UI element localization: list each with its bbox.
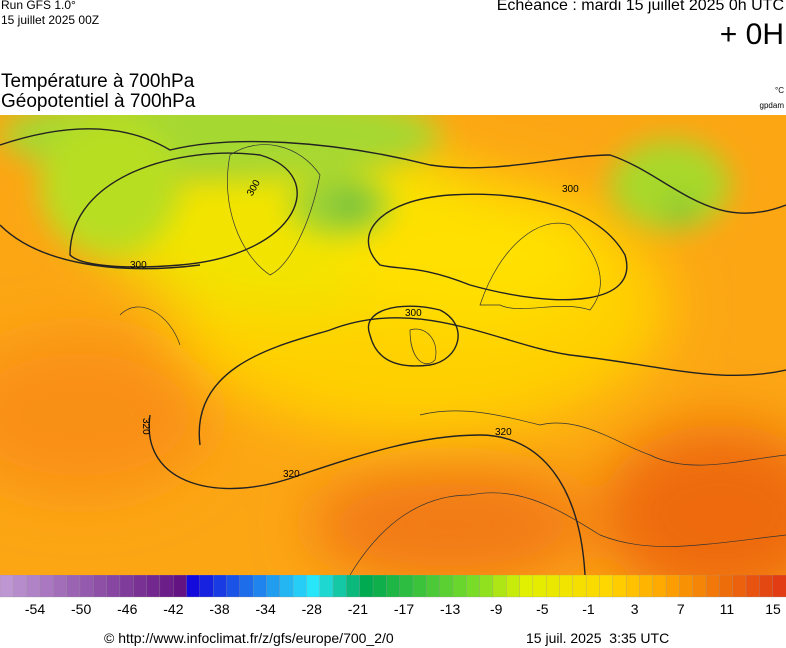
colorbar-swatch	[665, 575, 681, 598]
colorbar-swatch	[546, 575, 561, 598]
colorbar-swatch	[466, 575, 481, 598]
colorbar-swatch	[306, 575, 321, 598]
colorbar-swatch	[159, 575, 174, 598]
colorbar-swatch	[745, 575, 761, 598]
colorbar-label: -5	[536, 601, 549, 617]
colorbar-swatch	[426, 575, 441, 598]
colorbar-swatch	[93, 575, 108, 598]
colorbar-swatch	[452, 575, 467, 598]
colorbar-swatch	[506, 575, 521, 598]
colorbar-label: -46	[117, 601, 137, 617]
contour-label: 300	[405, 308, 422, 319]
colorbar-label: 11	[720, 601, 735, 617]
colorbar-swatch	[572, 575, 587, 598]
contour-label: 320	[140, 418, 151, 435]
temperature-field	[0, 135, 786, 575]
colorbar-label: -9	[490, 601, 503, 617]
colorbar-swatch	[13, 575, 28, 598]
lead-time: + 0H	[719, 18, 784, 51]
contour-label: 300	[130, 260, 147, 271]
colorbar-swatch	[186, 575, 201, 598]
colorbar-swatch	[213, 575, 228, 598]
colorbar-swatch	[719, 575, 734, 598]
colorbar-swatch	[386, 575, 401, 598]
colorbar-swatch	[439, 575, 454, 598]
colorbar-swatch	[279, 575, 294, 598]
colorbar-swatch	[612, 575, 627, 598]
colorbar-label: -17	[394, 601, 414, 617]
colorbar-swatch	[639, 575, 654, 598]
colorbar-swatch	[359, 575, 374, 598]
colorbar-swatch	[332, 575, 348, 598]
colorbar-label: -54	[25, 601, 45, 617]
colorbar-swatch	[346, 575, 361, 598]
colorbar-swatch	[559, 575, 574, 598]
contour-label: 320	[495, 427, 512, 438]
title-geopotential: Géopotentiel à 700hPa	[1, 91, 196, 112]
footer-generated: 15 juil. 2025 3:35 UTC	[526, 630, 670, 646]
run-label: Run GFS 1.0°	[1, 0, 76, 12]
colorbar: -54 -50 -46 -42 -38 -34 -28 -21 -17 -13 -9 -5 -1 3 7 11…	[0, 575, 786, 617]
contour-label: 320	[283, 469, 300, 480]
colorbar-label: 7	[677, 601, 685, 617]
colorbar-swatch	[705, 575, 721, 598]
colorbar-label: -13	[440, 601, 460, 617]
forecast-time: Echéance : mardi 15 juillet 2025 0h UTC	[496, 0, 784, 14]
colorbar-swatch	[173, 575, 188, 598]
colorbar-swatch	[266, 575, 281, 598]
footer-source: © http://www.infoclimat.fr/z/gfs/europe/…	[104, 630, 394, 646]
colorbar-swatch	[772, 575, 786, 598]
map: 300 300 300 300 320 320 320	[0, 115, 786, 575]
colorbar-swatch	[106, 575, 121, 598]
colorbar-swatch	[53, 575, 68, 598]
run-date: 15 juillet 2025 00Z	[1, 13, 100, 27]
colorbar-swatch	[26, 575, 41, 598]
unit-geopotential: gpdam	[759, 101, 784, 110]
colorbar-swatch	[399, 575, 414, 598]
colorbar-swatch	[39, 575, 54, 598]
colorbar-swatch	[412, 575, 427, 598]
colorbar-swatch	[0, 575, 14, 598]
colorbar-swatch	[252, 575, 268, 598]
colorbar-swatch	[146, 575, 161, 598]
colorbar-swatch	[319, 575, 334, 598]
colorbar-label: -28	[302, 601, 322, 617]
colorbar-label: -38	[209, 601, 229, 617]
colorbar-label: -34	[256, 601, 276, 617]
colorbar-swatch	[119, 575, 134, 598]
colorbar-swatch	[292, 575, 308, 598]
colorbar-swatch	[599, 575, 614, 598]
colorbar-swatch	[66, 575, 81, 598]
unit-temperature: °C	[775, 86, 784, 95]
colorbar-swatch	[692, 575, 707, 598]
colorbar-swatch	[79, 575, 94, 598]
colorbar-swatch	[732, 575, 747, 598]
colorbar-swatch	[239, 575, 254, 598]
colorbar-label: -1	[582, 601, 595, 617]
colorbar-label: 15	[765, 601, 781, 617]
coastlines	[119, 144, 786, 575]
colorbar-swatch	[519, 575, 534, 598]
colorbar-swatch	[679, 575, 694, 598]
colorbar-label: -21	[348, 601, 368, 617]
colorbar-swatch	[625, 575, 641, 598]
title-temperature: Température à 700hPa	[1, 71, 195, 92]
geopotential-contours	[0, 128, 786, 575]
contour-label: 300	[562, 184, 579, 195]
colorbar-swatch	[652, 575, 667, 598]
colorbar-swatch	[492, 575, 507, 598]
colorbar-swatch	[759, 575, 774, 598]
colorbar-swatch	[479, 575, 494, 598]
colorbar-swatch	[372, 575, 387, 598]
colorbar-swatch	[532, 575, 547, 598]
colorbar-swatch	[133, 575, 148, 598]
colorbar-swatch	[199, 575, 214, 598]
colorbar-label: -50	[71, 601, 91, 617]
colorbar-swatch	[226, 575, 241, 598]
colorbar-label: 3	[631, 601, 639, 617]
colorbar-label: -42	[163, 601, 183, 617]
colorbar-swatch	[586, 575, 601, 598]
